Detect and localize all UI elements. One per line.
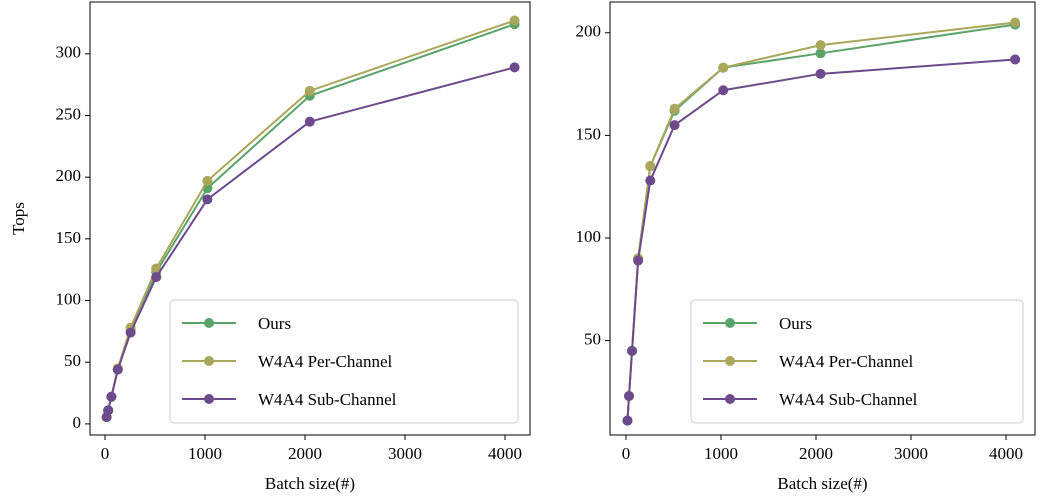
legend-marker bbox=[725, 318, 735, 328]
marker bbox=[669, 120, 680, 131]
marker bbox=[645, 161, 656, 172]
marker bbox=[633, 255, 644, 266]
y-tick-label: 50 bbox=[64, 351, 81, 370]
x-tick-label: 3000 bbox=[388, 444, 422, 463]
y-tick-label: 50 bbox=[584, 330, 601, 349]
y-tick-label: 150 bbox=[56, 228, 82, 247]
x-axis-label: Batch size(#) bbox=[265, 474, 355, 493]
legend-marker bbox=[725, 356, 735, 366]
y-tick-label: 200 bbox=[56, 166, 82, 185]
x-tick-label: 1000 bbox=[704, 444, 738, 463]
marker bbox=[1010, 54, 1021, 65]
marker bbox=[106, 391, 117, 402]
marker bbox=[718, 62, 729, 73]
x-tick-label: 0 bbox=[622, 444, 631, 463]
marker bbox=[815, 40, 826, 51]
y-tick-label: 300 bbox=[56, 43, 82, 62]
x-tick-label: 2000 bbox=[799, 444, 833, 463]
marker bbox=[304, 116, 315, 127]
x-tick-label: 1000 bbox=[188, 444, 222, 463]
marker bbox=[718, 85, 729, 96]
x-tick-label: 4000 bbox=[488, 444, 522, 463]
x-tick-label: 3000 bbox=[894, 444, 928, 463]
plot-frame bbox=[89, 1, 531, 436]
legend-box bbox=[169, 299, 519, 424]
marker bbox=[112, 364, 123, 375]
y-tick-label: 0 bbox=[73, 413, 82, 432]
x-tick-label: 0 bbox=[101, 444, 110, 463]
marker bbox=[1010, 17, 1021, 28]
marker bbox=[815, 48, 826, 59]
marker bbox=[509, 15, 520, 26]
marker bbox=[103, 405, 114, 416]
y-tick-label: 100 bbox=[56, 289, 82, 308]
legend-label: W4A4 Per-Channel bbox=[258, 352, 392, 371]
y-axis-label: Tops bbox=[9, 202, 28, 235]
legend-marker bbox=[204, 318, 214, 328]
marker bbox=[627, 345, 638, 356]
marker bbox=[815, 68, 826, 79]
marker bbox=[151, 272, 162, 283]
legend-label: Ours bbox=[258, 314, 291, 333]
marker bbox=[624, 391, 635, 402]
marker bbox=[645, 175, 656, 186]
legend-label: Ours bbox=[779, 314, 812, 333]
marker bbox=[151, 263, 162, 274]
plot-frame bbox=[609, 1, 1036, 436]
legend-label: W4A4 Sub-Channel bbox=[258, 390, 397, 409]
y-tick-label: 150 bbox=[576, 124, 602, 143]
legend-label: W4A4 Per-Channel bbox=[779, 352, 913, 371]
marker bbox=[622, 415, 633, 426]
legend-marker bbox=[725, 394, 735, 404]
y-tick-label: 250 bbox=[56, 104, 82, 123]
legend-marker bbox=[204, 394, 214, 404]
marker bbox=[304, 85, 315, 96]
legend-marker bbox=[204, 356, 214, 366]
legend-label: W4A4 Sub-Channel bbox=[779, 390, 918, 409]
x-axis-label: Batch size(#) bbox=[777, 474, 867, 493]
y-tick-label: 200 bbox=[576, 22, 602, 41]
x-tick-label: 2000 bbox=[288, 444, 322, 463]
marker bbox=[509, 62, 520, 73]
marker bbox=[202, 194, 213, 205]
legend-box bbox=[690, 299, 1024, 424]
marker bbox=[669, 103, 680, 114]
marker bbox=[125, 327, 136, 338]
x-tick-label: 4000 bbox=[989, 444, 1023, 463]
y-tick-label: 100 bbox=[576, 227, 602, 246]
marker bbox=[202, 175, 213, 186]
